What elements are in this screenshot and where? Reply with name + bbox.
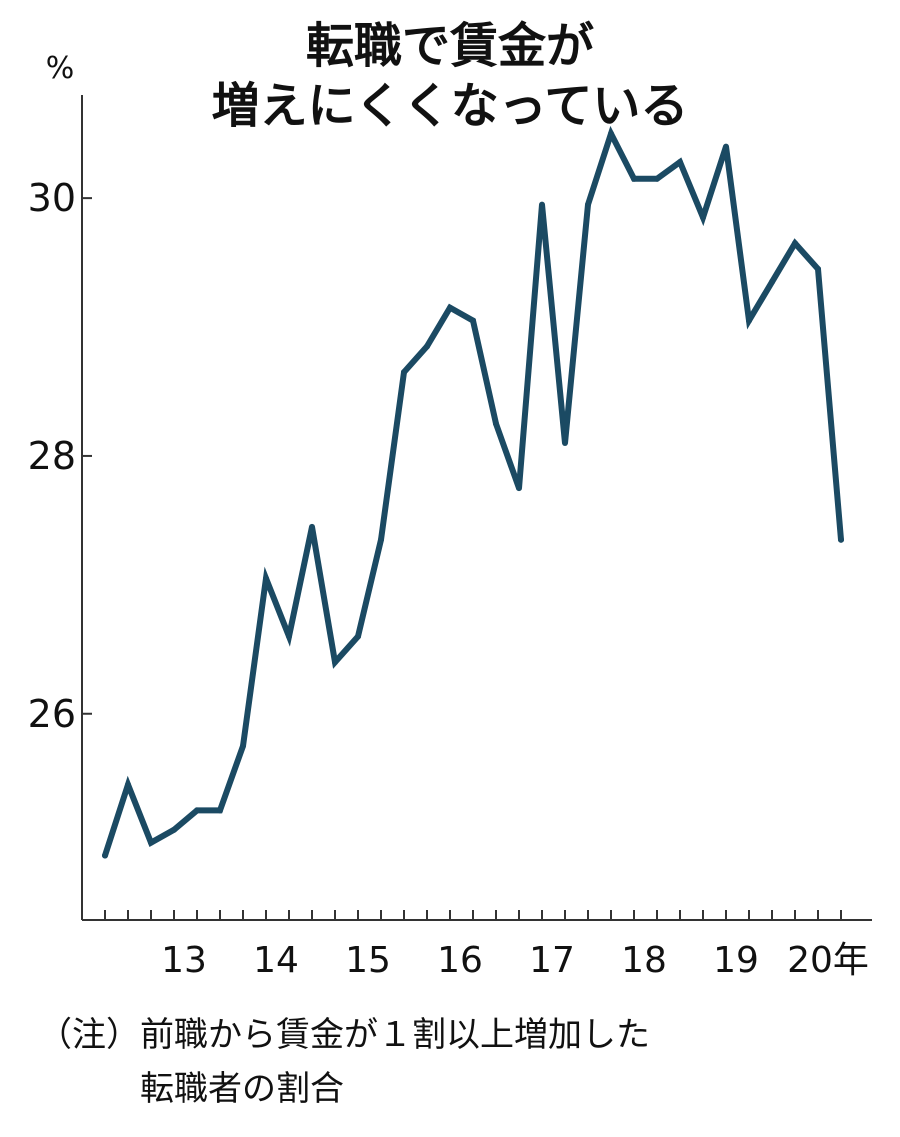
data-point xyxy=(286,633,292,640)
data-point xyxy=(240,742,246,749)
data-point xyxy=(792,240,798,247)
data-point xyxy=(194,807,200,814)
data-point xyxy=(102,852,108,859)
y-tick-label: 30 xyxy=(28,176,76,220)
data-point xyxy=(148,839,154,846)
data-point xyxy=(424,343,430,350)
data-point xyxy=(562,440,568,447)
data-point xyxy=(447,304,453,311)
data-point xyxy=(355,633,361,640)
data-point xyxy=(654,175,660,182)
x-tick-label: 19 xyxy=(713,940,759,981)
data-point xyxy=(677,159,683,166)
x-tick-label: 14 xyxy=(253,940,299,981)
data-point xyxy=(171,826,177,833)
data-point xyxy=(217,807,223,814)
note-line-1: （注）前職から賃金が１割以上増加した xyxy=(38,1015,650,1055)
data-point xyxy=(631,175,637,182)
data-point xyxy=(838,536,844,543)
data-point xyxy=(125,781,131,788)
y-tick-label: 28 xyxy=(28,434,76,478)
note-line-2: 転職者の割合 xyxy=(140,1069,344,1109)
data-point xyxy=(585,201,591,208)
chart-title-line-2: 増えにくくなっている xyxy=(212,78,689,134)
data-point xyxy=(746,317,752,324)
data-point xyxy=(608,130,614,137)
x-tick-label: 13 xyxy=(161,940,207,981)
data-point xyxy=(493,420,499,427)
x-tick-label: 15 xyxy=(345,940,391,981)
data-point xyxy=(539,201,545,208)
y-axis-unit-label: % xyxy=(46,51,75,86)
data-point xyxy=(332,659,338,666)
data-point xyxy=(470,317,476,324)
data-point xyxy=(516,485,522,492)
data-point xyxy=(769,278,775,285)
chart-title-line-1: 転職で賃金が xyxy=(306,18,594,74)
series-points xyxy=(102,130,844,859)
y-tick-label: 26 xyxy=(28,692,76,736)
x-tick-label: 17 xyxy=(529,940,575,981)
data-point xyxy=(401,369,407,376)
y-axis-ticks: 26 28 30 xyxy=(28,176,92,736)
data-point xyxy=(263,575,269,582)
data-point xyxy=(700,214,706,221)
x-axis-ticks: 13 14 15 16 17 18 19 20年 xyxy=(104,910,869,981)
x-tick-label: 16 xyxy=(437,940,483,981)
data-point xyxy=(309,523,315,530)
series-line xyxy=(102,125,844,859)
data-point xyxy=(723,143,729,150)
x-tick-label: 20年 xyxy=(787,940,869,981)
data-point xyxy=(815,266,821,273)
data-point xyxy=(378,536,384,543)
x-tick-label: 18 xyxy=(621,940,667,981)
